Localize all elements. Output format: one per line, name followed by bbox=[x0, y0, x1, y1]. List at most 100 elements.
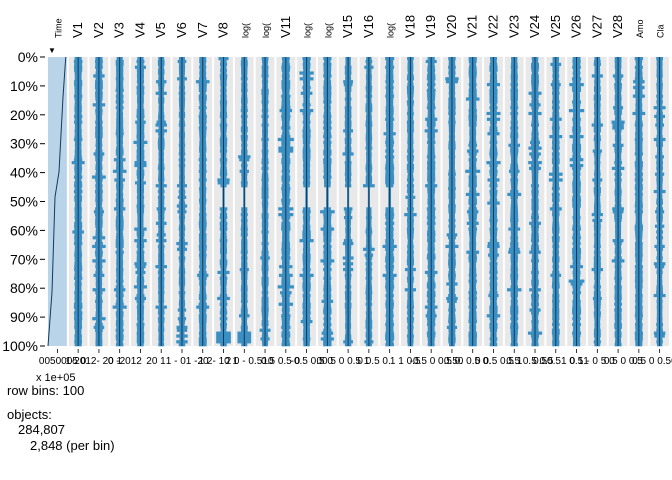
column-header: V21 bbox=[465, 15, 480, 38]
x-tick-label: 1-2012- 20 1 bbox=[65, 356, 122, 367]
column-header: V20 bbox=[444, 15, 459, 38]
objects-label: objects: bbox=[7, 407, 52, 422]
x-scale-note: x 1e+05 bbox=[36, 372, 76, 384]
x-tick-label: -0.5 0 0.5 0. bbox=[410, 356, 463, 367]
column-10 bbox=[234, 57, 254, 347]
column-header: V23 bbox=[506, 15, 521, 38]
column-header: Time bbox=[53, 18, 63, 38]
x-tick-label: 0.50 0.5 0. bbox=[444, 356, 491, 367]
column-18 bbox=[401, 57, 420, 347]
y-tick-label: 0% bbox=[18, 49, 38, 65]
x-tick-label: 0 -2012 bbox=[108, 356, 142, 367]
column-3 bbox=[89, 57, 109, 347]
column-header: V28 bbox=[610, 15, 625, 38]
sort-indicator-icon: ▼ bbox=[48, 46, 56, 55]
y-tick-label: 70% bbox=[10, 251, 38, 267]
x-tick-label: 2 0 - 0.510 bbox=[226, 356, 274, 367]
row-bins-label: row bins: 100 bbox=[7, 383, 85, 398]
y-tick-label: 20% bbox=[10, 107, 38, 123]
column-header: V18 bbox=[402, 15, 417, 38]
column-header: V11 bbox=[278, 16, 293, 38]
column-header: log( bbox=[240, 23, 250, 38]
column-25 bbox=[546, 57, 566, 347]
column-22 bbox=[484, 57, 503, 347]
column-23 bbox=[504, 57, 524, 347]
column-header: V1 bbox=[70, 22, 85, 38]
x-tick-label: 0.5 0.5 0.5 bbox=[506, 356, 554, 367]
x-tick-label: 0.5 0 0.50 bbox=[632, 356, 672, 367]
tableplot-columns bbox=[47, 56, 669, 347]
x-tick-label: 0 0.5 0.5 1 bbox=[475, 356, 523, 367]
x-tick-label: 20 1 bbox=[146, 356, 166, 367]
y-tick-label: 90% bbox=[10, 309, 38, 325]
column-24 bbox=[525, 57, 545, 347]
column-6 bbox=[151, 57, 171, 347]
column-header: log( bbox=[303, 23, 313, 38]
column-9 bbox=[214, 57, 233, 347]
column-header: log( bbox=[323, 23, 333, 38]
column-8 bbox=[193, 57, 213, 347]
x-tick-label: 1 1 0.5 bbox=[390, 356, 421, 367]
column-2 bbox=[68, 57, 88, 347]
column-header: Cla bbox=[656, 24, 666, 38]
column-29 bbox=[629, 57, 649, 347]
column-headers: Time V1 V2 V3 V4 V5 V6 V7 V8 log( log( V11 log( log( V… bbox=[53, 15, 665, 38]
column-11 bbox=[255, 57, 275, 347]
column-header: V16 bbox=[361, 15, 376, 38]
column-28 bbox=[608, 57, 628, 347]
y-tick-label: 60% bbox=[10, 222, 38, 238]
column-header: V24 bbox=[527, 15, 542, 38]
column-15 bbox=[338, 57, 358, 347]
x-tick-label: -0.5 0.5 0 bbox=[291, 356, 334, 367]
column-19 bbox=[421, 57, 441, 347]
column-header: V4 bbox=[132, 22, 147, 38]
x-tick-label: 0.50.51 0.51 bbox=[533, 356, 589, 367]
y-tick-label: 50% bbox=[10, 194, 38, 210]
column-16 bbox=[359, 57, 379, 347]
column-4 bbox=[110, 57, 130, 347]
column-header: V26 bbox=[569, 15, 584, 38]
x-tick-label: 1 - 01 -20 bbox=[166, 356, 209, 367]
column-header: V5 bbox=[153, 22, 168, 38]
column-header: V7 bbox=[195, 22, 210, 38]
column-14 bbox=[317, 57, 337, 347]
column-12 bbox=[276, 57, 296, 347]
column-13 bbox=[297, 57, 316, 347]
column-header: V19 bbox=[423, 15, 438, 38]
x-tick-label: 0 0.5 0. bbox=[357, 356, 390, 367]
y-axis: 0% 10% 20% 30% 40% 50% 60% 70% 80% 90% 100% bbox=[2, 49, 45, 354]
column-header: V6 bbox=[174, 22, 189, 38]
x-tick-label: 1 2- 10 1 bbox=[199, 356, 239, 367]
column-header: V2 bbox=[91, 22, 106, 38]
y-tick-label: 80% bbox=[10, 280, 38, 296]
objects-per-bin: 2,848 (per bin) bbox=[30, 438, 115, 453]
x-tick-label: 0.5 0 0.5 bbox=[604, 356, 643, 367]
column-17 bbox=[380, 57, 400, 347]
time-mean-line bbox=[47, 56, 67, 347]
column-header: V8 bbox=[216, 22, 231, 38]
x-tick-label: 0.5 0.5 0 bbox=[261, 356, 300, 367]
column-21 bbox=[463, 57, 483, 347]
y-tick-label: 40% bbox=[10, 165, 38, 181]
column-5 bbox=[131, 57, 150, 347]
x-tick-label: 0 1 - 0 5 0 bbox=[570, 356, 615, 367]
y-tick-label: 100% bbox=[2, 338, 38, 354]
x-tick-label: 00 5 0 0.5 1 bbox=[317, 356, 370, 367]
objects-total: 284,807 bbox=[18, 422, 65, 437]
column-30 bbox=[650, 57, 669, 347]
column-header: Amo bbox=[635, 19, 645, 38]
column-header: V22 bbox=[485, 15, 500, 38]
column-header: log( bbox=[386, 23, 396, 38]
x-tick-label: 0050005 0 bbox=[39, 356, 87, 367]
column-27 bbox=[587, 57, 607, 347]
column-header: V3 bbox=[112, 22, 127, 38]
column-7 bbox=[172, 57, 192, 347]
column-1 bbox=[47, 56, 67, 347]
column-26 bbox=[567, 57, 586, 347]
y-tick-label: 10% bbox=[10, 78, 38, 94]
column-header: V27 bbox=[589, 15, 604, 38]
column-20 bbox=[442, 57, 462, 347]
y-tick-label: 30% bbox=[10, 136, 38, 152]
